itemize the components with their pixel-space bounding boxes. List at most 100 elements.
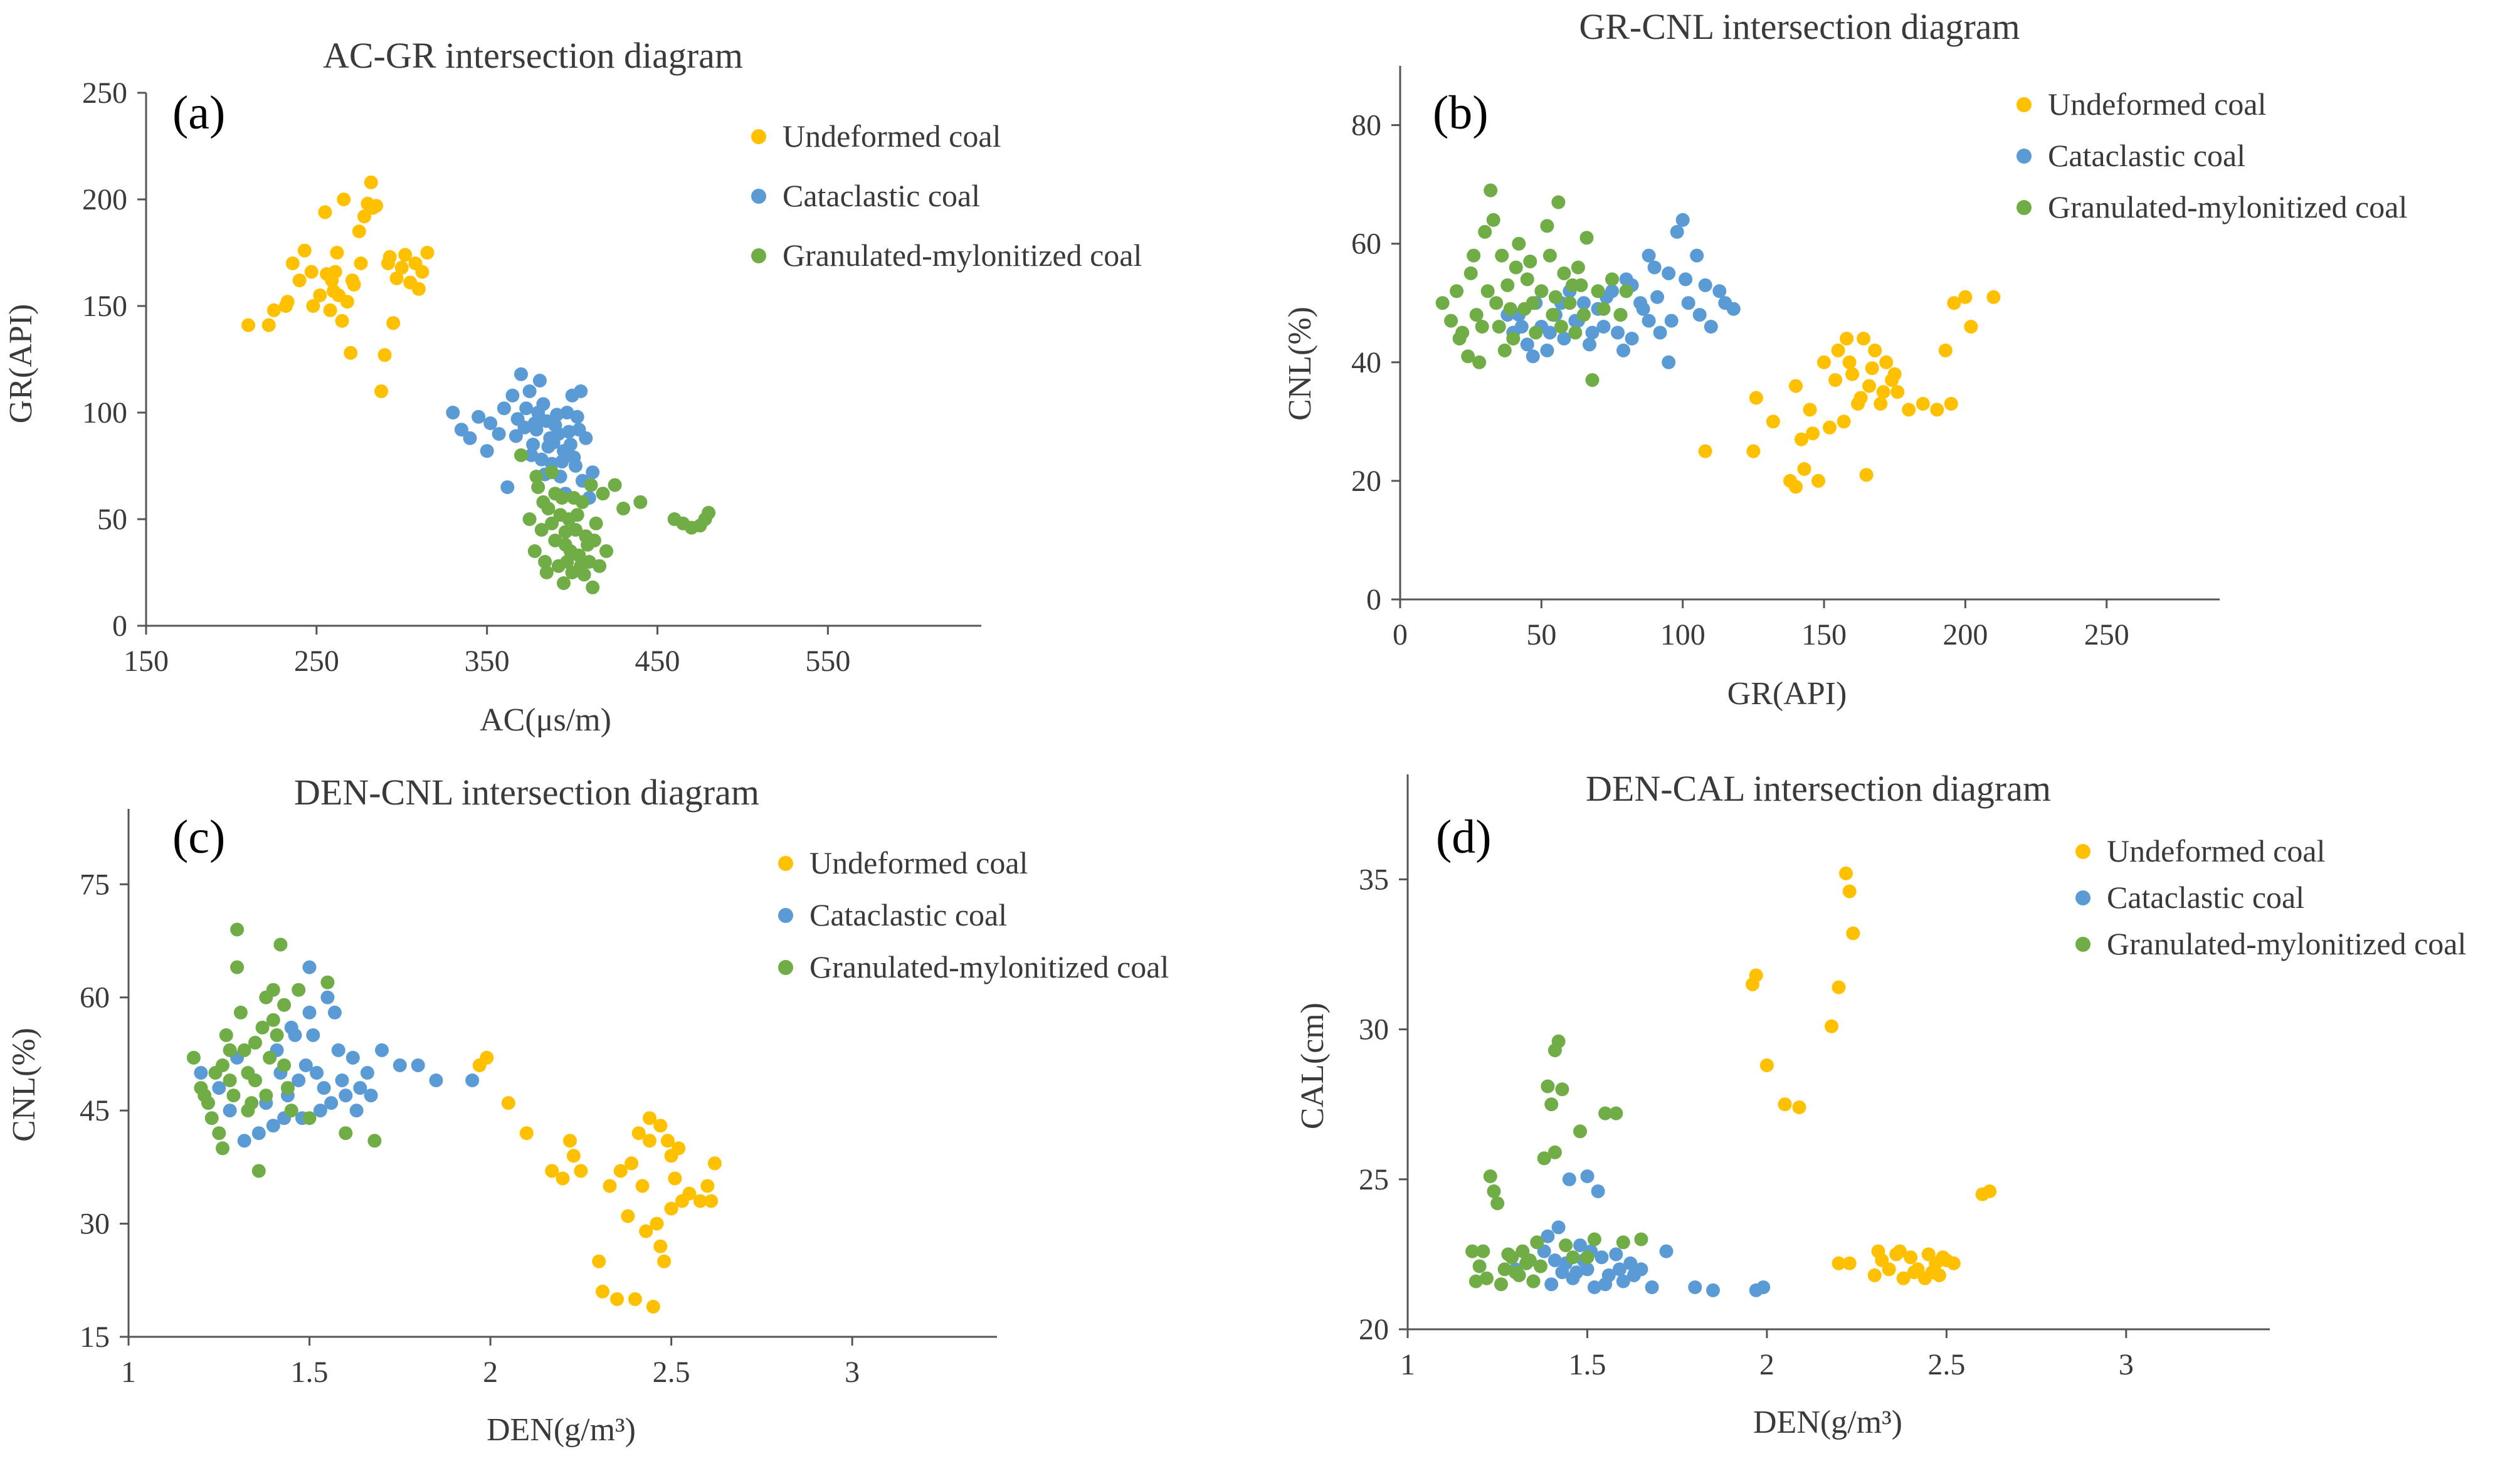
data-point <box>628 1292 642 1306</box>
x-tick-label: 2 <box>1759 1348 1774 1381</box>
data-point <box>1435 296 1450 310</box>
data-point <box>584 478 598 492</box>
data-point <box>1554 320 1568 334</box>
data-point <box>1512 236 1526 251</box>
data-point <box>367 1134 382 1148</box>
data-point <box>570 508 584 522</box>
data-point <box>519 401 534 416</box>
data-point <box>1874 397 1888 411</box>
data-point <box>567 491 581 505</box>
series-undeformed-coal <box>472 1050 722 1314</box>
data-point <box>550 408 564 422</box>
legend-label: Cataclastic coal <box>809 897 1007 932</box>
data-point <box>1947 296 1961 310</box>
data-point <box>1817 355 1831 369</box>
data-point <box>1797 462 1811 476</box>
x-axis-label: DEN(g/m³) <box>1753 1405 1902 1440</box>
data-point <box>529 423 544 437</box>
x-tick-label: 3 <box>845 1356 860 1389</box>
data-point <box>389 271 404 285</box>
data-point <box>587 534 601 547</box>
data-point <box>522 512 537 526</box>
y-axis-label: CAL(cm) <box>1295 1003 1331 1129</box>
data-point <box>1573 1238 1587 1253</box>
data-point <box>1936 1250 1950 1265</box>
data-point <box>310 1066 324 1080</box>
data-point <box>700 1179 715 1193</box>
data-point <box>1930 403 1944 417</box>
data-point <box>1551 1220 1566 1235</box>
data-point <box>1759 1058 1774 1072</box>
series-cataclastic-coal <box>446 367 600 505</box>
data-point <box>1475 320 1489 334</box>
y-tick-label: 20 <box>1351 465 1381 498</box>
y-tick-label: 250 <box>82 76 127 110</box>
data-point <box>1541 1229 1555 1243</box>
data-point <box>394 260 409 275</box>
data-point <box>635 1179 650 1193</box>
data-point <box>529 470 544 483</box>
chart-title: AC-GR intersection diagram <box>323 35 743 76</box>
data-point <box>330 246 344 260</box>
data-point <box>1478 224 1492 239</box>
data-point <box>463 431 477 445</box>
data-point <box>411 1058 425 1072</box>
data-point <box>1832 980 1846 994</box>
data-point <box>263 1050 277 1065</box>
data-point <box>631 1126 646 1141</box>
data-point <box>1664 314 1679 328</box>
data-point <box>545 1164 559 1178</box>
legend-label: Cataclastic coal <box>2048 138 2245 173</box>
data-point <box>1476 1244 1490 1258</box>
data-point <box>1902 403 1916 417</box>
data-point <box>664 1201 678 1216</box>
data-point <box>1964 320 1978 334</box>
data-point <box>323 303 337 317</box>
data-point <box>558 525 572 539</box>
data-point <box>616 502 631 515</box>
panel-c: DEN-CNL intersection diagram (c) 1 1.5 2 2.5 3… <box>6 772 1169 1448</box>
data-point <box>480 444 494 458</box>
x-tick-label: 250 <box>294 645 339 678</box>
data-point <box>251 1126 266 1141</box>
data-point <box>639 1224 653 1238</box>
panel-label: (b) <box>1433 87 1489 139</box>
data-point <box>1529 325 1543 340</box>
data-point <box>1896 1271 1911 1285</box>
data-point <box>1688 1280 1702 1294</box>
data-point <box>259 1089 273 1103</box>
data-point <box>672 1141 686 1156</box>
data-point <box>1925 1265 1939 1280</box>
data-point <box>1642 314 1656 328</box>
data-point <box>320 990 335 1004</box>
x-tick-label: 0 <box>1393 618 1408 651</box>
data-point <box>280 1081 295 1095</box>
data-point <box>534 523 549 537</box>
data-point <box>545 516 559 530</box>
data-point <box>574 1164 588 1178</box>
data-point <box>454 423 468 437</box>
legend-marker <box>751 189 766 204</box>
legend-marker <box>2075 890 2090 905</box>
data-point <box>643 1111 656 1126</box>
data-point <box>1846 926 1860 941</box>
data-point <box>298 1058 313 1072</box>
data-point <box>1662 266 1676 280</box>
y-tick-label: 100 <box>82 396 127 430</box>
data-point <box>344 345 358 360</box>
data-point <box>1505 1250 1519 1265</box>
data-point <box>292 1073 306 1087</box>
y-tick-label: 20 <box>1359 1313 1389 1346</box>
data-point <box>1616 1274 1630 1289</box>
data-point <box>266 983 280 997</box>
data-point <box>1690 248 1704 263</box>
data-point <box>569 523 583 537</box>
data-point <box>1523 255 1537 268</box>
data-point <box>1461 349 1475 364</box>
panel-label: (a) <box>172 87 225 139</box>
x-tick-label: 100 <box>1660 618 1705 651</box>
chart-title: DEN-CAL intersection diagram <box>1586 768 2051 809</box>
y-axis-label: GR(API) <box>3 304 39 424</box>
legend-label: Undeformed coal <box>783 119 1001 154</box>
data-point <box>1986 290 2001 304</box>
